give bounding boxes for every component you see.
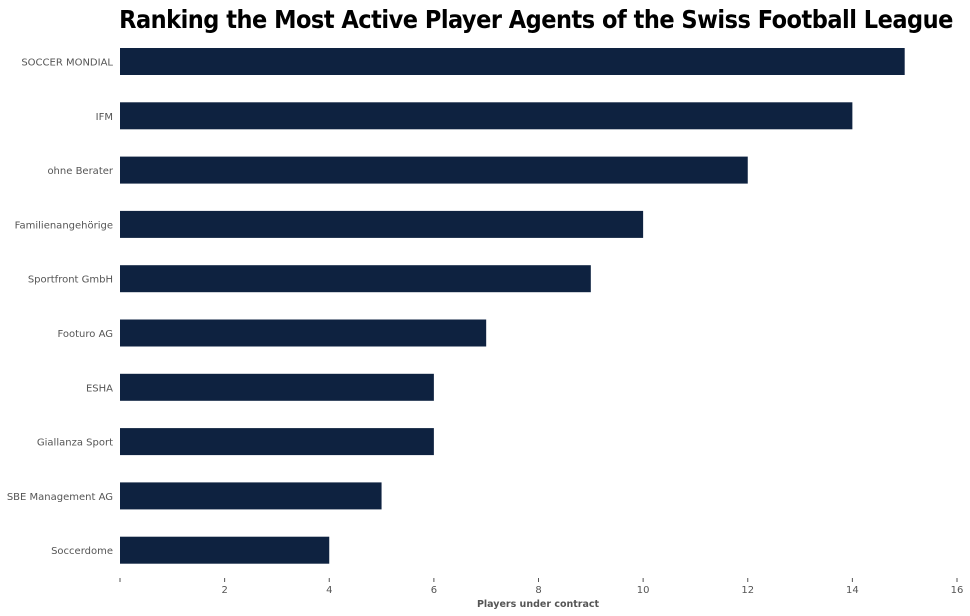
category-label: Sportfront GmbH <box>28 275 113 286</box>
x-axis-label: Players under contract <box>477 599 600 610</box>
x-tick-label: 6 <box>431 585 437 596</box>
bar <box>120 210 644 238</box>
category-labels: SOCCER MONDIAL IFM ohne Berater Familienang… <box>7 58 114 558</box>
category-label: IFM <box>96 112 113 123</box>
x-tick-label: 2 <box>221 585 227 596</box>
bar <box>120 265 591 293</box>
x-tick-label: 16 <box>951 585 964 596</box>
bars-layer <box>120 48 905 564</box>
x-axis: 2 4 6 8 10 12 14 16 <box>119 578 964 596</box>
x-tick-label: 12 <box>741 585 754 596</box>
bar <box>120 102 853 130</box>
bar <box>120 319 487 347</box>
bar <box>120 48 905 75</box>
category-label: SOCCER MONDIAL <box>21 58 113 69</box>
bar <box>120 482 382 510</box>
category-label: Footuro AG <box>58 329 114 340</box>
bar <box>120 373 434 401</box>
category-label: Soccerdome <box>51 546 113 557</box>
category-label: SBE Management AG <box>7 492 113 503</box>
x-tick-label: 8 <box>535 585 541 596</box>
bar <box>120 156 748 184</box>
chart-title: Ranking the Most Active Player Agents of… <box>119 5 953 34</box>
bar <box>120 428 434 456</box>
x-tick-label: 14 <box>846 585 859 596</box>
category-label: Familienangehörige <box>15 220 113 231</box>
category-label: Giallanza Sport <box>37 438 113 449</box>
bar <box>120 536 330 564</box>
category-label: ESHA <box>86 383 113 394</box>
x-tick-label: 4 <box>326 585 332 596</box>
category-label: ohne Berater <box>47 166 113 177</box>
x-tick-label: 10 <box>637 585 650 596</box>
